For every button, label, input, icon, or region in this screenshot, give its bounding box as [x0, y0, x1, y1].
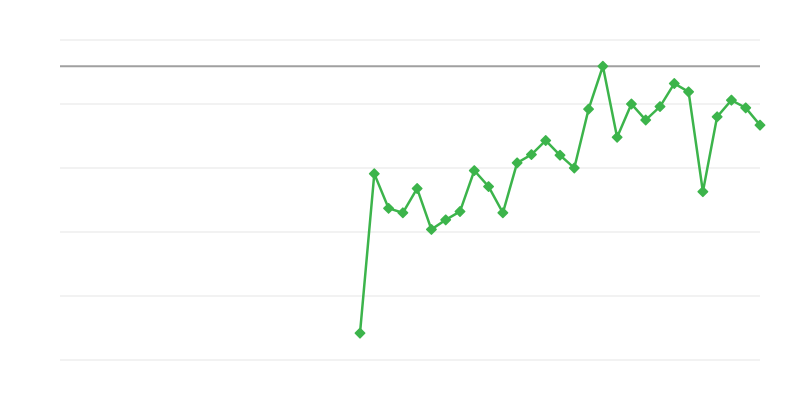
data-point-marker — [397, 207, 409, 219]
data-point-marker — [525, 149, 537, 161]
data-point-marker — [583, 103, 595, 115]
data-point-marker — [425, 223, 437, 235]
data-point-marker — [711, 111, 723, 123]
data-point-marker — [368, 168, 380, 180]
data-point-marker — [468, 165, 480, 177]
data-point-marker — [654, 101, 666, 113]
data-point-marker — [668, 78, 680, 89]
data-point-marker — [440, 214, 452, 226]
data-point-marker — [411, 183, 423, 194]
data-point-marker — [640, 114, 652, 126]
data-point-marker — [554, 149, 566, 161]
series-line — [358, 64, 762, 335]
data-point-marker — [625, 98, 637, 110]
data-point-marker — [354, 327, 366, 339]
data-point-marker — [511, 157, 523, 169]
data-point-marker — [697, 186, 709, 198]
data-point-marker — [611, 131, 623, 143]
data-point-marker — [754, 119, 766, 131]
data-point-marker — [483, 181, 495, 193]
data-point-marker — [683, 86, 695, 98]
data-point-marker — [383, 202, 395, 214]
data-point-marker — [725, 94, 737, 106]
data-point-marker — [540, 135, 552, 146]
data-point-marker — [740, 102, 752, 114]
data-point-marker — [568, 162, 580, 174]
data-point-marker — [454, 206, 466, 217]
data-point-marker — [597, 60, 609, 72]
data-point-marker — [497, 207, 509, 219]
